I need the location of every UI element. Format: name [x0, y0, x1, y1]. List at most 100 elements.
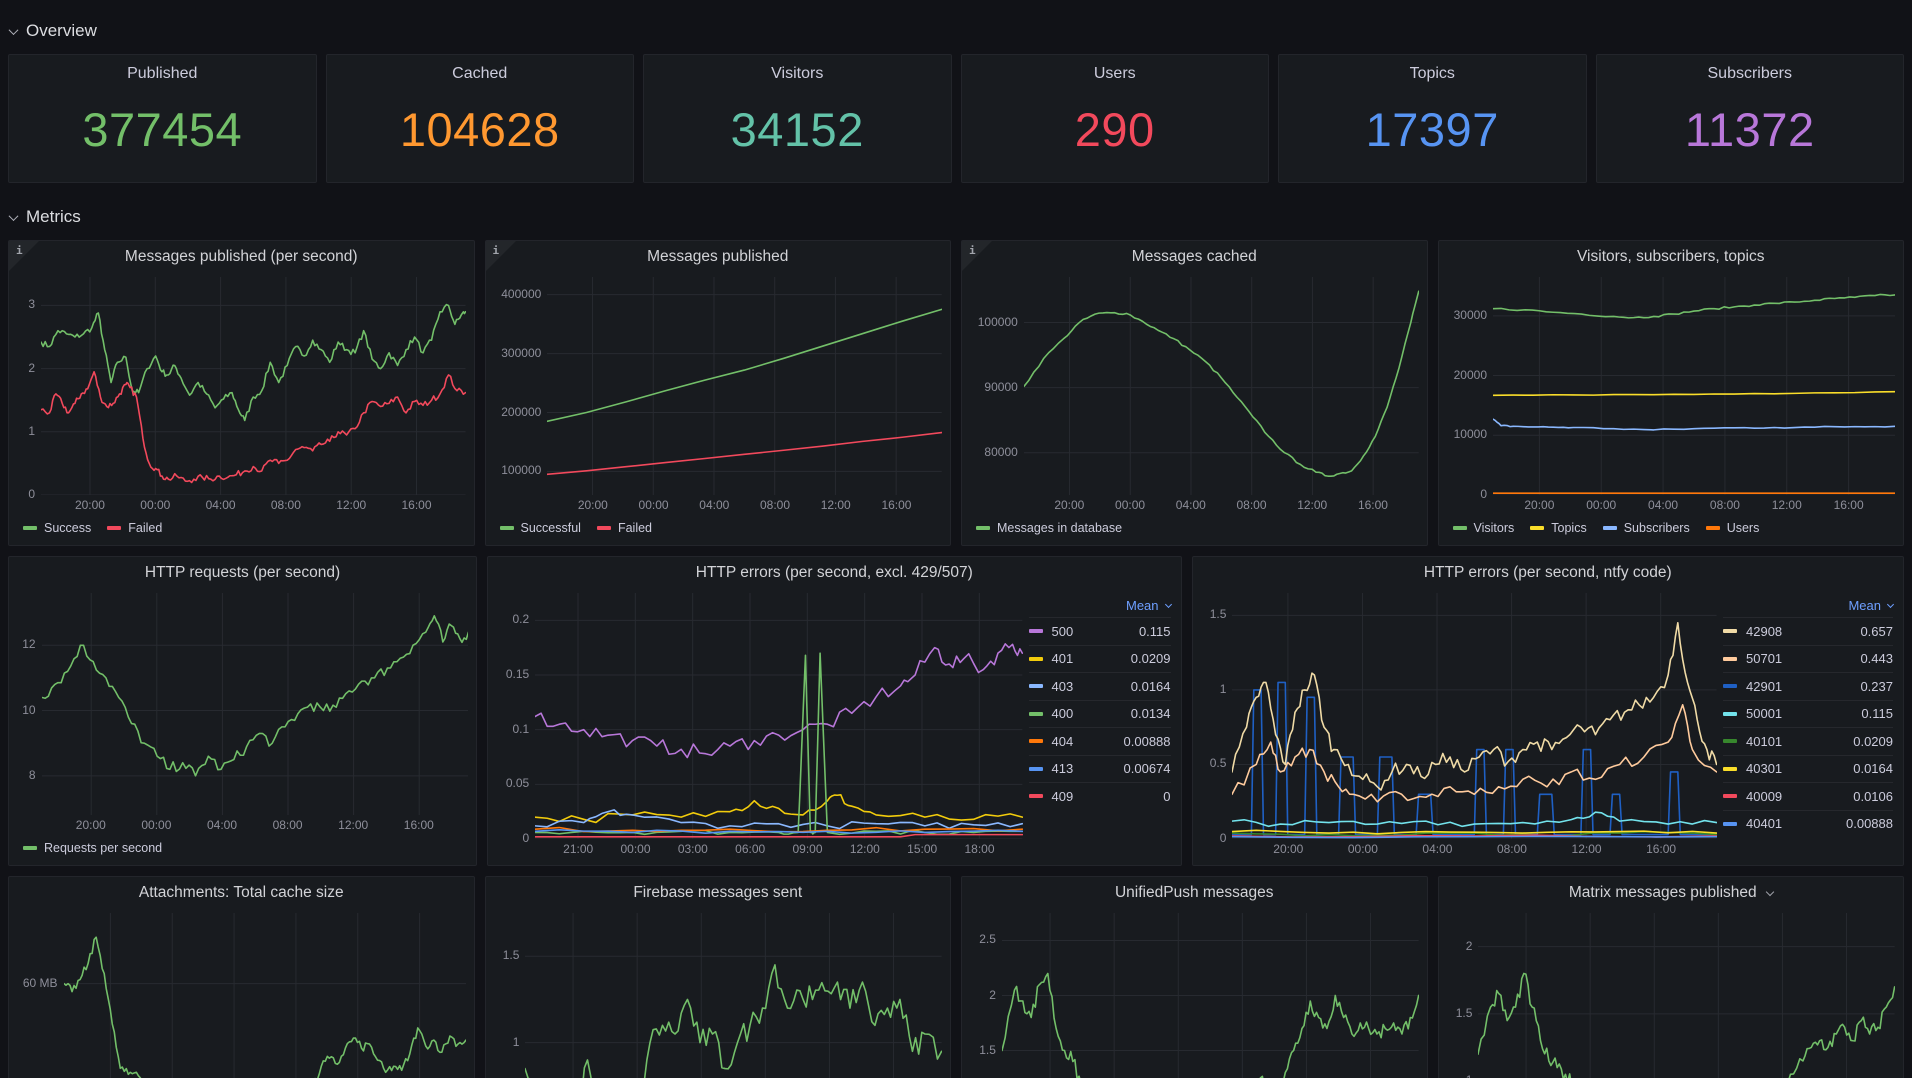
series-line-messages-in-database	[1024, 291, 1419, 476]
chart-plot-area[interactable]	[1493, 277, 1895, 495]
legend-item-requests-per-second[interactable]: Requests per second	[23, 841, 162, 855]
legend-mean-value: 0.00674	[1123, 761, 1171, 777]
legend-item-messages-in-database[interactable]: Messages in database	[976, 521, 1122, 535]
legend-label-40009[interactable]: 40009	[1746, 788, 1783, 804]
panel-info-icon[interactable]	[9, 241, 39, 271]
legend-item-topics[interactable]: Topics	[1530, 521, 1587, 535]
legend-label-500[interactable]: 500	[1051, 623, 1074, 639]
x-axis-labels: 20:00 00:00 04:00 08:00 12:00 16:00	[1232, 839, 1717, 859]
plot-row: 1.510.5	[492, 913, 943, 1078]
legend-label-42908[interactable]: 42908	[1746, 623, 1783, 639]
panel-title[interactable]: Messages published (per second)	[9, 241, 474, 273]
x-axis-label: 04:00	[206, 818, 237, 832]
legend-label-409[interactable]: 409	[1051, 788, 1074, 804]
panel-title[interactable]: Matrix messages published	[1439, 877, 1904, 909]
legend-mean-value: 0.0209	[1853, 733, 1893, 749]
series-line-failed	[547, 433, 942, 475]
panel-body: 0.2 0.15 0.1 0.05 0 21:00 00:00 03:00 06:00 09:00…	[488, 589, 1181, 859]
plot-row: 12 10 8	[15, 593, 468, 815]
chart-plot-area[interactable]	[1478, 913, 1895, 1078]
panel-http-requests-per-second: HTTP requests (per second) 12 10 8 20:00 00:0…	[8, 556, 477, 866]
legend-mean-value: 0.0164	[1130, 678, 1171, 694]
legend-item-success[interactable]: Success	[23, 521, 91, 535]
y-axis-label: 1.5	[502, 948, 520, 963]
legend-item-failed[interactable]: Failed	[596, 521, 652, 535]
y-axis-label: 2	[28, 360, 35, 375]
legend-swatch	[1028, 629, 1043, 634]
legend-label-413[interactable]: 413	[1051, 761, 1074, 777]
legend-label-40301[interactable]: 40301	[1746, 761, 1783, 777]
stat-panel-topics: Topics 17397	[1278, 54, 1587, 183]
stat-value: 34152	[730, 103, 864, 156]
panel-body: 400000 300000 200000 100000 20:00 00:00 04:00 0…	[486, 273, 951, 539]
stat-title: Users	[1093, 65, 1136, 82]
legend-swatch	[1723, 821, 1737, 826]
plot-column: 100000 90000 80000 20:00 00:00 04:00 08:00 12:0…	[968, 277, 1419, 539]
panel-title[interactable]: HTTP errors (per second, excl. 429/507)	[488, 557, 1181, 589]
legend-label-40401[interactable]: 40401	[1746, 816, 1783, 832]
legend-label-404[interactable]: 404	[1051, 733, 1074, 749]
panel-title[interactable]: Messages published	[486, 241, 951, 273]
chart-canvas	[1232, 593, 1717, 839]
chart-plot-area[interactable]	[535, 593, 1022, 839]
chart-plot-area[interactable]	[42, 593, 468, 815]
y-axis-label: 1.5	[1209, 607, 1227, 622]
y-axis-label: 2.5	[979, 932, 996, 947]
y-axis: 21.51	[1445, 913, 1479, 1078]
section-header-metrics[interactable]: Metrics	[8, 206, 1904, 228]
legend-label-50001[interactable]: 50001	[1746, 706, 1783, 722]
chart-canvas	[64, 913, 466, 1078]
legend-sort-mean[interactable]: Mean	[1029, 593, 1172, 617]
legend-item-failed[interactable]: Failed	[107, 521, 162, 535]
chart-plot-area[interactable]	[547, 277, 942, 495]
x-axis-label: 08:00	[759, 498, 791, 512]
chevron-down-icon	[8, 210, 19, 221]
legend-label-400[interactable]: 400	[1051, 706, 1074, 722]
y-axis-label: 0	[1480, 487, 1487, 501]
y-axis-label: 8	[28, 767, 36, 782]
y-axis-label: 2	[1465, 938, 1473, 953]
panel-title[interactable]: Messages cached	[962, 241, 1427, 273]
legend-sort-mean[interactable]: Mean	[1723, 593, 1895, 617]
chart-plot-area[interactable]	[1232, 593, 1717, 839]
chart-plot-area[interactable]	[525, 913, 942, 1078]
section-header-overview[interactable]: Overview	[8, 20, 1904, 42]
x-axis-label: 00:00	[620, 842, 651, 856]
y-axis-label: 0.5	[1209, 756, 1227, 771]
chart-plot-area[interactable]	[1002, 913, 1419, 1078]
legend-label-40101[interactable]: 40101	[1746, 733, 1783, 749]
panel-unifiedpush-messages: UnifiedPush messages2.521.5120:0000:0004…	[961, 876, 1428, 1078]
legend-label-401[interactable]: 401	[1051, 651, 1074, 667]
panel-title[interactable]: HTTP errors (per second, ntfy code)	[1193, 557, 1903, 589]
panel-title[interactable]: Visitors, subscribers, topics	[1439, 241, 1904, 273]
panel-title[interactable]: UnifiedPush messages	[962, 877, 1427, 909]
legend-item-subscribers[interactable]: Subscribers	[1602, 521, 1690, 535]
panel-info-icon[interactable]	[962, 241, 992, 271]
stat-panel-subscribers: Subscribers 11372	[1595, 54, 1904, 183]
legend-item-users[interactable]: Users	[1705, 521, 1759, 535]
chart-canvas	[1478, 913, 1895, 1078]
chart-plot-area[interactable]	[64, 913, 466, 1078]
panel-title-text: Firebase messages sent	[633, 884, 803, 901]
chart-canvas	[1002, 913, 1419, 1078]
plot-row: 60 MB 55 MB	[15, 913, 466, 1078]
chart-plot-area[interactable]	[41, 277, 466, 495]
panel-title[interactable]: Attachments: Total cache size	[9, 877, 474, 909]
legend-item-successful[interactable]: Successful	[499, 521, 581, 535]
legend-label-50701[interactable]: 50701	[1746, 651, 1783, 667]
legend-label-42901[interactable]: 42901	[1746, 678, 1783, 694]
legend-item-visitors[interactable]: Visitors	[1452, 521, 1514, 535]
series-line-413	[535, 830, 1022, 833]
legend-label-403[interactable]: 403	[1051, 678, 1074, 694]
panel-title[interactable]: HTTP requests (per second)	[9, 557, 476, 589]
panel-title[interactable]: Firebase messages sent	[486, 877, 951, 909]
panel-body: 1.5 1 0.5 0 20:00 00:00 04:00 08:00 12:00 16:00 Me…	[1193, 589, 1903, 859]
series-line-requests-per-second	[42, 616, 468, 776]
x-axis-label: 15:00	[907, 842, 938, 856]
chart-plot-area[interactable]	[1024, 277, 1419, 495]
stat-title: Subscribers	[1707, 65, 1792, 82]
y-axis-label: 90000	[984, 379, 1018, 394]
panel-info-icon[interactable]	[485, 241, 516, 271]
